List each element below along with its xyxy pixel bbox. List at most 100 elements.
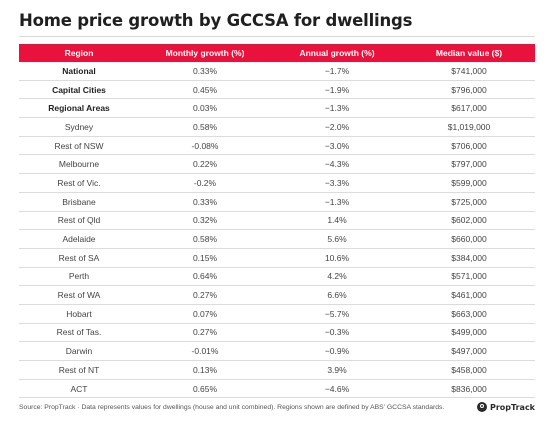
median-value-cell: $458,000 bbox=[403, 360, 535, 380]
annual-growth-cell: 6.6% bbox=[271, 285, 403, 305]
median-value-cell: $617,000 bbox=[403, 98, 535, 119]
annual-growth-cell: −0.3% bbox=[271, 323, 403, 343]
annual-growth-cell: 1.4% bbox=[271, 211, 403, 231]
monthly-growth-cell: 0.33% bbox=[139, 192, 271, 212]
monthly-growth-cell: 0.03% bbox=[139, 98, 271, 119]
brand-logo: PropTrack bbox=[476, 402, 535, 412]
annual-growth-cell: −1.3% bbox=[271, 192, 403, 212]
region-cell: Rest of Vic. bbox=[19, 173, 139, 193]
monthly-growth-cell: 0.58% bbox=[139, 117, 271, 137]
monthly-growth-cell: 0.65% bbox=[139, 379, 271, 399]
proptrack-logo-icon bbox=[476, 402, 487, 412]
monthly-growth-cell: -0.08% bbox=[139, 136, 271, 156]
median-value-cell: $384,000 bbox=[403, 248, 535, 268]
median-value-cell: $571,000 bbox=[403, 267, 535, 287]
annual-growth-cell: −3.0% bbox=[271, 136, 403, 156]
median-value-cell: $499,000 bbox=[403, 323, 535, 343]
region-cell: Rest of NT bbox=[19, 360, 139, 380]
region-cell: ACT bbox=[19, 379, 139, 399]
table-row: ACT 0.65% −4.6% $836,000 bbox=[19, 379, 535, 399]
median-value-cell: $660,000 bbox=[403, 229, 535, 249]
median-value-cell: $836,000 bbox=[403, 379, 535, 399]
monthly-growth-cell: 0.22% bbox=[139, 154, 271, 175]
table-row: Rest of Vic. -0.2% −3.3% $599,000 bbox=[19, 173, 535, 193]
median-value-cell: $461,000 bbox=[403, 285, 535, 305]
column-header-monthly-growth: Monthly growth (%) bbox=[139, 44, 271, 62]
region-cell: Rest of SA bbox=[19, 248, 139, 268]
table-row: Adelaide 0.58% 5.6% $660,000 bbox=[19, 229, 535, 249]
title-divider bbox=[19, 36, 535, 37]
annual-growth-cell: −1.7% bbox=[271, 62, 403, 81]
table-row: Regional Areas 0.03% −1.3% $617,000 bbox=[19, 98, 535, 119]
annual-growth-cell: −3.3% bbox=[271, 173, 403, 193]
median-value-cell: $706,000 bbox=[403, 136, 535, 156]
monthly-growth-cell: 0.15% bbox=[139, 248, 271, 268]
region-cell: Sydney bbox=[19, 117, 139, 137]
region-cell: Rest of WA bbox=[19, 285, 139, 305]
table-row: Melbourne 0.22% −4.3% $797,000 bbox=[19, 154, 535, 175]
table-header-row: Region Monthly growth (%) Annual growth … bbox=[19, 44, 535, 62]
column-header-region: Region bbox=[19, 44, 139, 62]
growth-table: Region Monthly growth (%) Annual growth … bbox=[19, 44, 535, 399]
median-value-cell: $797,000 bbox=[403, 154, 535, 175]
table-row: Darwin -0.01% −0.9% $497,000 bbox=[19, 341, 535, 361]
median-value-cell: $599,000 bbox=[403, 173, 535, 193]
region-cell: Rest of NSW bbox=[19, 136, 139, 156]
monthly-growth-cell: 0.32% bbox=[139, 211, 271, 231]
region-cell: Darwin bbox=[19, 341, 139, 361]
monthly-growth-cell: 0.33% bbox=[139, 62, 271, 81]
table-body: National 0.33% −1.7% $741,000 Capital Cities… bbox=[19, 62, 535, 399]
annual-growth-cell: 3.9% bbox=[271, 360, 403, 380]
median-value-cell: $497,000 bbox=[403, 341, 535, 361]
region-cell: Rest of Tas. bbox=[19, 323, 139, 343]
median-value-cell: $796,000 bbox=[403, 80, 535, 100]
annual-growth-cell: −4.3% bbox=[271, 154, 403, 175]
page-title: Home price growth by GCCSA for dwellings bbox=[19, 11, 413, 30]
median-value-cell: $663,000 bbox=[403, 304, 535, 324]
monthly-growth-cell: 0.58% bbox=[139, 229, 271, 249]
annual-growth-cell: 4.2% bbox=[271, 267, 403, 287]
median-value-cell: $1,019,000 bbox=[403, 117, 535, 137]
table-row: Rest of SA 0.15% 10.6% $384,000 bbox=[19, 248, 535, 268]
brand-name: PropTrack bbox=[489, 402, 535, 412]
region-cell: Rest of Qld bbox=[19, 211, 139, 231]
table-row: Rest of NSW -0.08% −3.0% $706,000 bbox=[19, 136, 535, 156]
region-cell: Perth bbox=[19, 267, 139, 287]
region-cell: Hobart bbox=[19, 304, 139, 324]
monthly-growth-cell: 0.07% bbox=[139, 304, 271, 324]
region-cell: Brisbane bbox=[19, 192, 139, 212]
region-cell: Regional Areas bbox=[19, 98, 139, 119]
region-cell: Capital Cities bbox=[19, 80, 139, 100]
monthly-growth-cell: 0.64% bbox=[139, 267, 271, 287]
table-row: Rest of Tas. 0.27% −0.3% $499,000 bbox=[19, 323, 535, 343]
table-row: Capital Cities 0.45% −1.9% $796,000 bbox=[19, 80, 535, 100]
annual-growth-cell: −4.6% bbox=[271, 379, 403, 399]
monthly-growth-cell: 0.13% bbox=[139, 360, 271, 380]
source-footnote: Source: PropTrack · Data represents valu… bbox=[19, 404, 445, 411]
monthly-growth-cell: 0.45% bbox=[139, 80, 271, 100]
annual-growth-cell: 5.6% bbox=[271, 229, 403, 249]
annual-growth-cell: −5.7% bbox=[271, 304, 403, 324]
region-cell: Adelaide bbox=[19, 229, 139, 249]
table-row: Sydney 0.58% −2.0% $1,019,000 bbox=[19, 117, 535, 137]
region-cell: Melbourne bbox=[19, 154, 139, 175]
annual-growth-cell: −1.3% bbox=[271, 98, 403, 119]
monthly-growth-cell: -0.2% bbox=[139, 173, 271, 193]
table-row: Rest of Qld 0.32% 1.4% $602,000 bbox=[19, 211, 535, 231]
monthly-growth-cell: 0.27% bbox=[139, 323, 271, 343]
table-row: Hobart 0.07% −5.7% $663,000 bbox=[19, 304, 535, 324]
median-value-cell: $741,000 bbox=[403, 62, 535, 81]
table-row: Perth 0.64% 4.2% $571,000 bbox=[19, 267, 535, 287]
median-value-cell: $602,000 bbox=[403, 211, 535, 231]
table-row: Rest of NT 0.13% 3.9% $458,000 bbox=[19, 360, 535, 380]
column-header-annual-growth: Annual growth (%) bbox=[271, 44, 403, 62]
table-row: Brisbane 0.33% −1.3% $725,000 bbox=[19, 192, 535, 212]
table-row: National 0.33% −1.7% $741,000 bbox=[19, 62, 535, 81]
monthly-growth-cell: 0.27% bbox=[139, 285, 271, 305]
region-cell: National bbox=[19, 62, 139, 81]
monthly-growth-cell: -0.01% bbox=[139, 341, 271, 361]
column-header-median-value: Median value ($) bbox=[403, 44, 535, 62]
annual-growth-cell: 10.6% bbox=[271, 248, 403, 268]
median-value-cell: $725,000 bbox=[403, 192, 535, 212]
table-row: Rest of WA 0.27% 6.6% $461,000 bbox=[19, 285, 535, 305]
